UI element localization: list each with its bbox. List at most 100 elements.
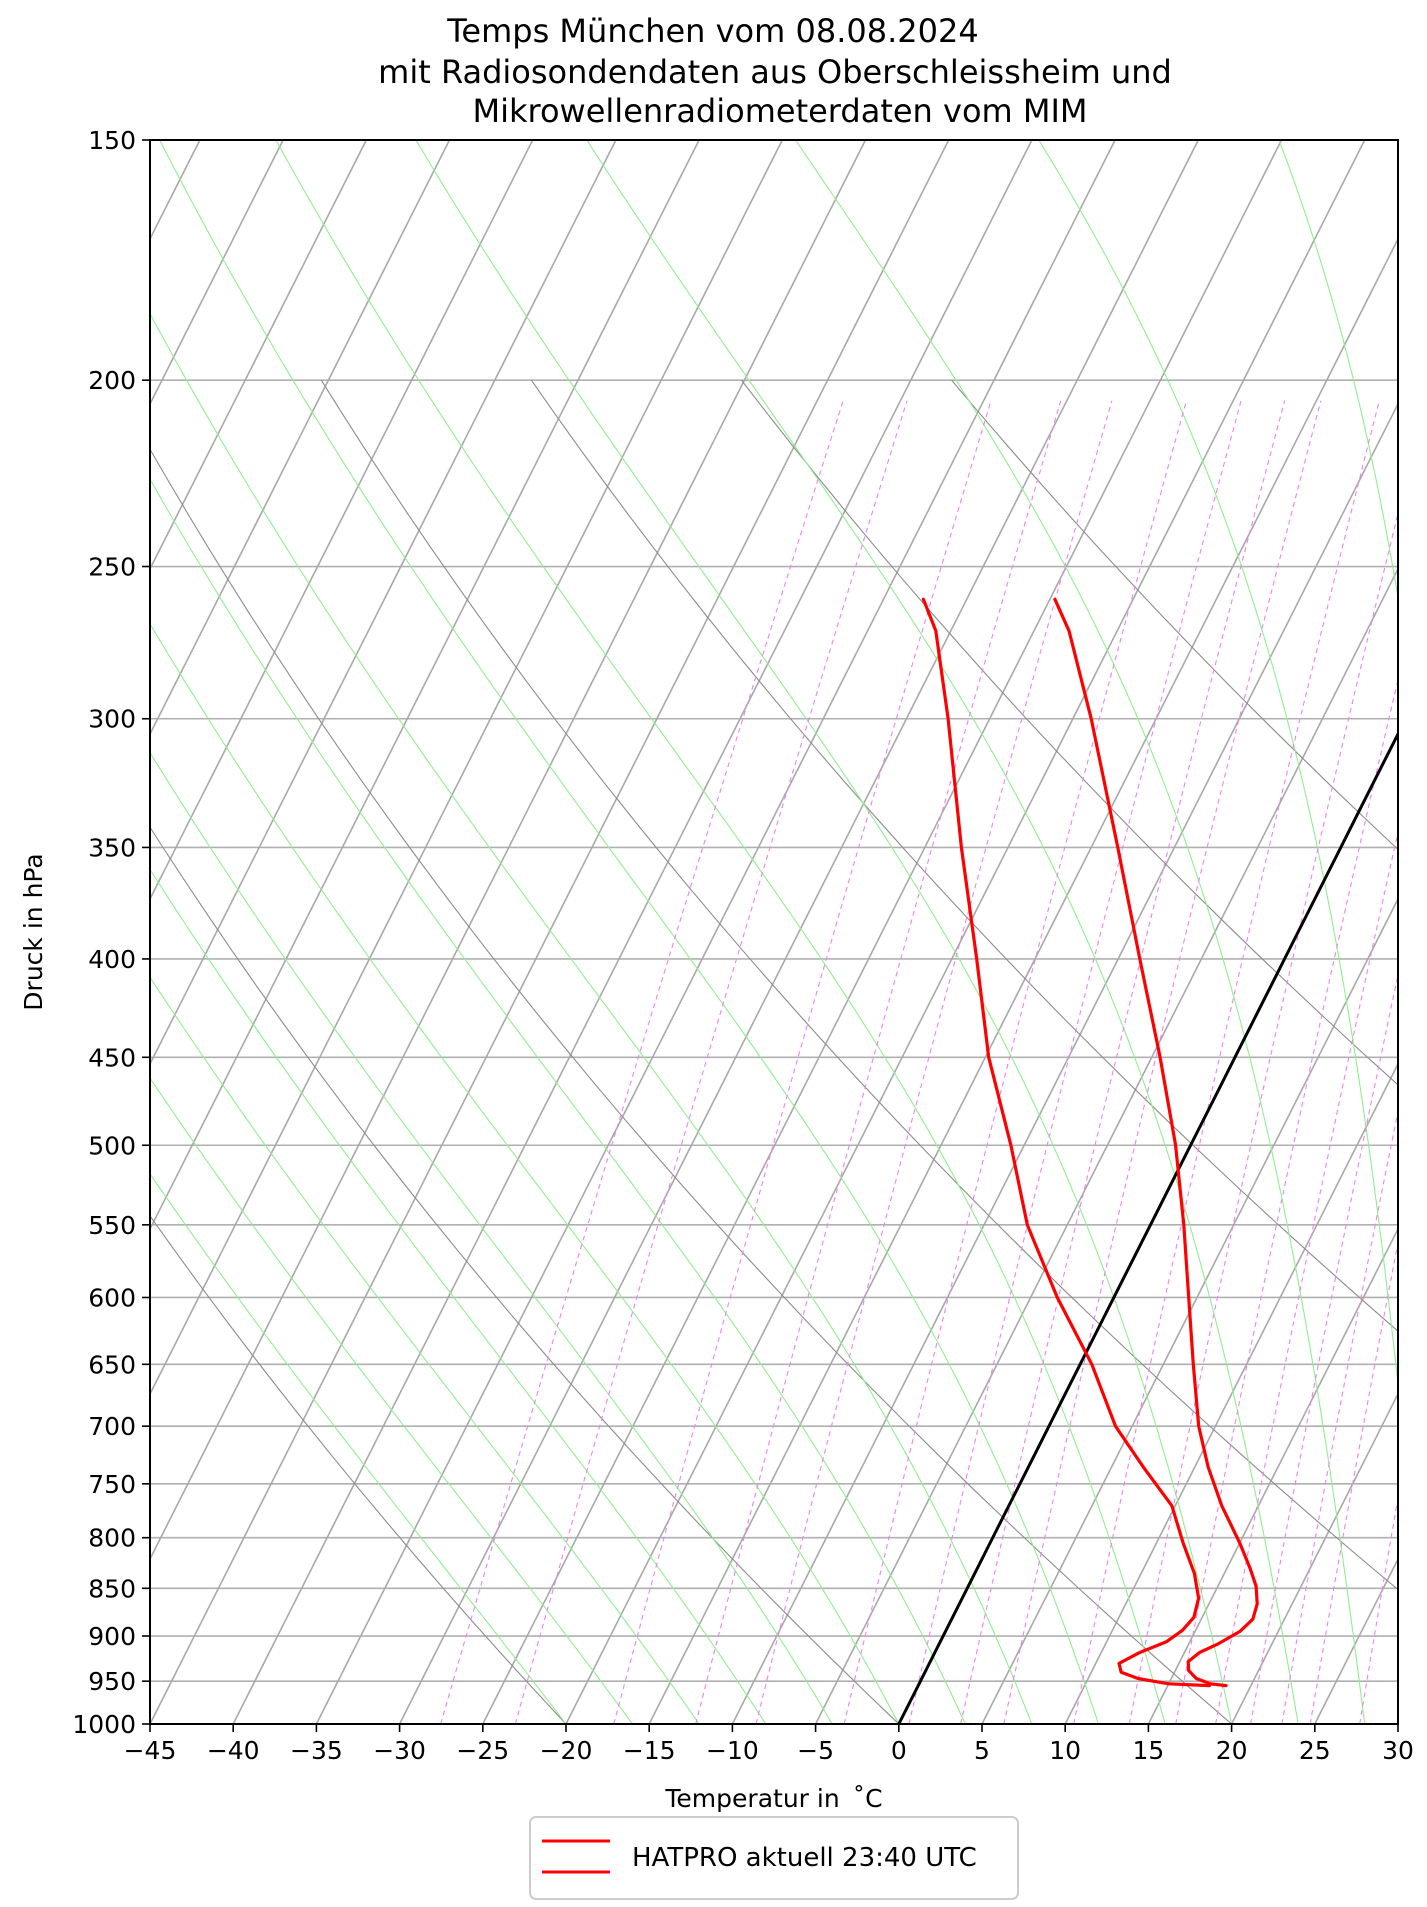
legend-box <box>529 1816 1019 1900</box>
plot-area <box>150 140 1427 1724</box>
moist-adiabat-line <box>1038 140 1398 1390</box>
moist-adiabat-line <box>150 976 700 1724</box>
moist-adiabat-line <box>586 140 1299 1724</box>
x-tick-label: −20 <box>540 1736 593 1765</box>
isotherm-line <box>150 140 451 736</box>
mixing-ratio-line <box>1359 1494 1398 1724</box>
x-tick-label: 30 <box>1382 1736 1414 1765</box>
x-tick-label: −10 <box>706 1736 759 1765</box>
mixing-ratio-line <box>695 400 1062 1724</box>
y-axis-ticks: 1000 950 900 850 800 750 700 650 600 550 500 450 400… <box>72 126 150 1739</box>
y-tick-label: 950 <box>88 1667 136 1696</box>
dry-adiabat-line <box>150 826 900 1724</box>
y-axis-label: Druck in hPa <box>19 853 48 1010</box>
y-tick-label: 500 <box>88 1131 136 1160</box>
isotherm-line <box>482 140 1283 1724</box>
series-temperature-line <box>1053 597 1259 1688</box>
isotherm-line <box>1397 1722 1398 1724</box>
isotherm-line <box>232 140 1033 1724</box>
moist-adiabat-line <box>275 140 1166 1724</box>
profile-series <box>921 597 1259 1688</box>
legend-entry: HATPRO aktuell 23:40 UTC <box>632 1843 977 1873</box>
moist-adiabat-line <box>150 1172 567 1724</box>
x-tick-label: 10 <box>1049 1736 1081 1765</box>
isotherm-line <box>1147 1227 1398 1724</box>
mixing-ratio-line <box>1128 511 1398 1724</box>
x-tick-label: −15 <box>623 1736 676 1765</box>
mixing-ratio-line <box>514 400 908 1724</box>
mixing-ratio-line <box>1003 400 1322 1724</box>
mixing-ratio-line <box>1073 400 1380 1724</box>
isotherm-line <box>814 567 1398 1724</box>
x-axis-ticks: −45 −40 −35 −30 −25 −20 −15 −10 −5 0 5 10 15 20 25 30 <box>124 1724 1414 1765</box>
isotherm-line <box>565 140 1366 1724</box>
isotherm-line <box>981 897 1398 1724</box>
moist-adiabat-line <box>159 140 1100 1724</box>
isotherm-line <box>1064 1062 1398 1724</box>
mixing-ratio-line <box>613 400 992 1724</box>
y-tick-label: 650 <box>88 1350 136 1379</box>
y-tick-label: 350 <box>88 833 136 862</box>
plot-frame <box>149 139 1399 1725</box>
moist-adiabat-line <box>1278 140 1398 601</box>
y-tick-label: 850 <box>88 1574 136 1603</box>
isotherm-line <box>648 237 1398 1724</box>
isotherm-line <box>398 140 1200 1724</box>
dry-adiabat-line <box>530 379 1398 1332</box>
moist-adiabat-line <box>150 312 1033 1724</box>
mixing-ratio-line <box>1215 829 1398 1724</box>
moist-adiabat-lines <box>150 140 1398 1724</box>
x-tick-label: −30 <box>373 1736 426 1765</box>
y-tick-label: 550 <box>88 1211 136 1240</box>
mixing-ratio-line <box>440 400 844 1724</box>
moist-adiabat-line <box>795 140 1366 1724</box>
dry-adiabat-line <box>150 448 1232 1724</box>
x-tick-label: −45 <box>124 1736 177 1765</box>
isotherm-line <box>150 140 368 571</box>
y-tick-label: 450 <box>88 1043 136 1072</box>
mixing-ratio-line <box>1402 401 1427 1724</box>
isotherm-line <box>1314 1557 1398 1724</box>
x-tick-label: −25 <box>456 1736 509 1765</box>
chart-title-line-2: mit Radiosondendaten aus Oberschleisshei… <box>378 53 1172 91</box>
y-tick-label: 900 <box>88 1622 136 1651</box>
isotherm-line <box>150 140 700 1231</box>
x-tick-label: 15 <box>1132 1736 1164 1765</box>
isotherm-line <box>731 402 1398 1724</box>
mixing-ratio-line <box>1309 1240 1398 1724</box>
mixing-ratio-line <box>1281 1108 1398 1724</box>
moist-adiabat-line <box>150 868 767 1724</box>
x-axis-label: Temperatur in ˚C <box>664 1784 882 1813</box>
moist-adiabat-line <box>150 622 900 1724</box>
isotherm-line <box>150 140 534 901</box>
moist-adiabat-line <box>150 1077 634 1724</box>
legend: HATPRO aktuell 23:40 UTC <box>529 1816 1019 1900</box>
moist-adiabat-line <box>150 751 833 1724</box>
isotherm-line <box>150 140 617 1066</box>
mixing-ratio-line <box>843 400 1187 1724</box>
isotherm-lines <box>150 140 1398 1724</box>
mixing-ratio-lines <box>440 400 1427 1724</box>
x-tick-label: −35 <box>290 1736 343 1765</box>
dry-adiabat-line <box>951 379 1398 851</box>
x-tick-label: 0 <box>891 1736 907 1765</box>
x-tick-label: 5 <box>974 1736 990 1765</box>
chart-title-line-1: Temps München vom 08.08.2024 <box>446 12 978 50</box>
x-tick-label: 25 <box>1299 1736 1331 1765</box>
x-tick-label: 20 <box>1216 1736 1248 1765</box>
y-tick-label: 300 <box>88 705 136 734</box>
pressure-gridlines <box>150 140 1398 1724</box>
y-tick-label: 800 <box>88 1524 136 1553</box>
isotherm-line <box>150 140 784 1396</box>
isotherm-line <box>150 140 867 1561</box>
x-tick-label: −40 <box>207 1736 260 1765</box>
isotherm-line <box>150 140 950 1724</box>
zero-isotherm <box>897 730 1398 1724</box>
chart-title-line-3: Mikrowellenradiometerdaten vom MIM <box>472 92 1087 130</box>
mixing-ratio-line <box>755 400 1113 1724</box>
dry-adiabat-line <box>320 379 1398 1591</box>
dry-adiabat-lines <box>150 379 1398 1724</box>
moist-adiabat-line <box>415 140 1233 1724</box>
mixing-ratio-line <box>1175 677 1398 1724</box>
